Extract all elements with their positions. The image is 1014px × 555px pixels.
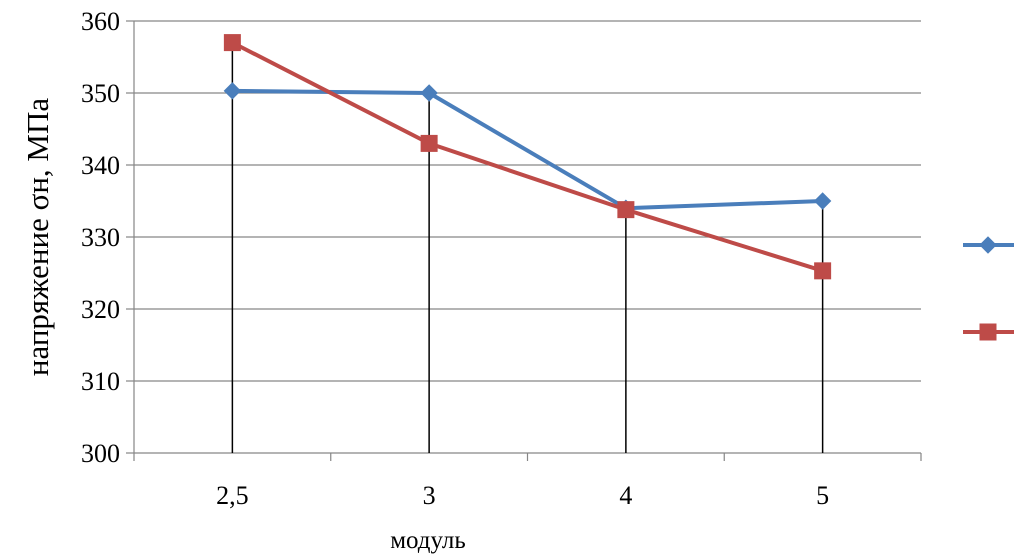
series-1-point-3 xyxy=(814,262,832,280)
y-axis-label: напряжение σн, МПа xyxy=(20,98,55,376)
y-tick-label-320: 320 xyxy=(81,295,120,324)
series-1-point-1 xyxy=(420,134,438,152)
drop-lines xyxy=(231,42,824,453)
axes xyxy=(126,20,922,461)
y-tick-label-350: 350 xyxy=(81,79,120,108)
legend-marker-0 xyxy=(979,236,997,254)
series-0-point-3 xyxy=(813,192,832,210)
y-tick-label-360: 360 xyxy=(81,7,120,36)
y-tick-label-330: 330 xyxy=(81,223,120,252)
tick-labels: 300 310 320 330 340 350 360 2,5 3 4 5 xyxy=(81,7,829,510)
series-layer xyxy=(223,34,832,280)
series-1-point-0 xyxy=(223,34,241,52)
legend-marker-1 xyxy=(979,323,997,341)
y-tick-label-310: 310 xyxy=(81,367,120,396)
series-0-line xyxy=(232,88,823,211)
x-tick-label-2: 4 xyxy=(619,481,632,510)
legend xyxy=(963,236,1014,341)
series-1-point-2 xyxy=(617,201,635,219)
series-0-point-1 xyxy=(420,84,438,102)
x-tick-label-1: 3 xyxy=(423,481,436,510)
y-tick-label-340: 340 xyxy=(81,151,120,180)
series-0-point-0 xyxy=(223,82,242,100)
x-tick-label-3: 5 xyxy=(816,481,829,510)
x-axis-label: модуль xyxy=(390,527,466,554)
series-1-line xyxy=(231,40,824,273)
x-tick-label-0: 2,5 xyxy=(216,481,249,510)
y-tick-label-300: 300 xyxy=(81,439,120,468)
